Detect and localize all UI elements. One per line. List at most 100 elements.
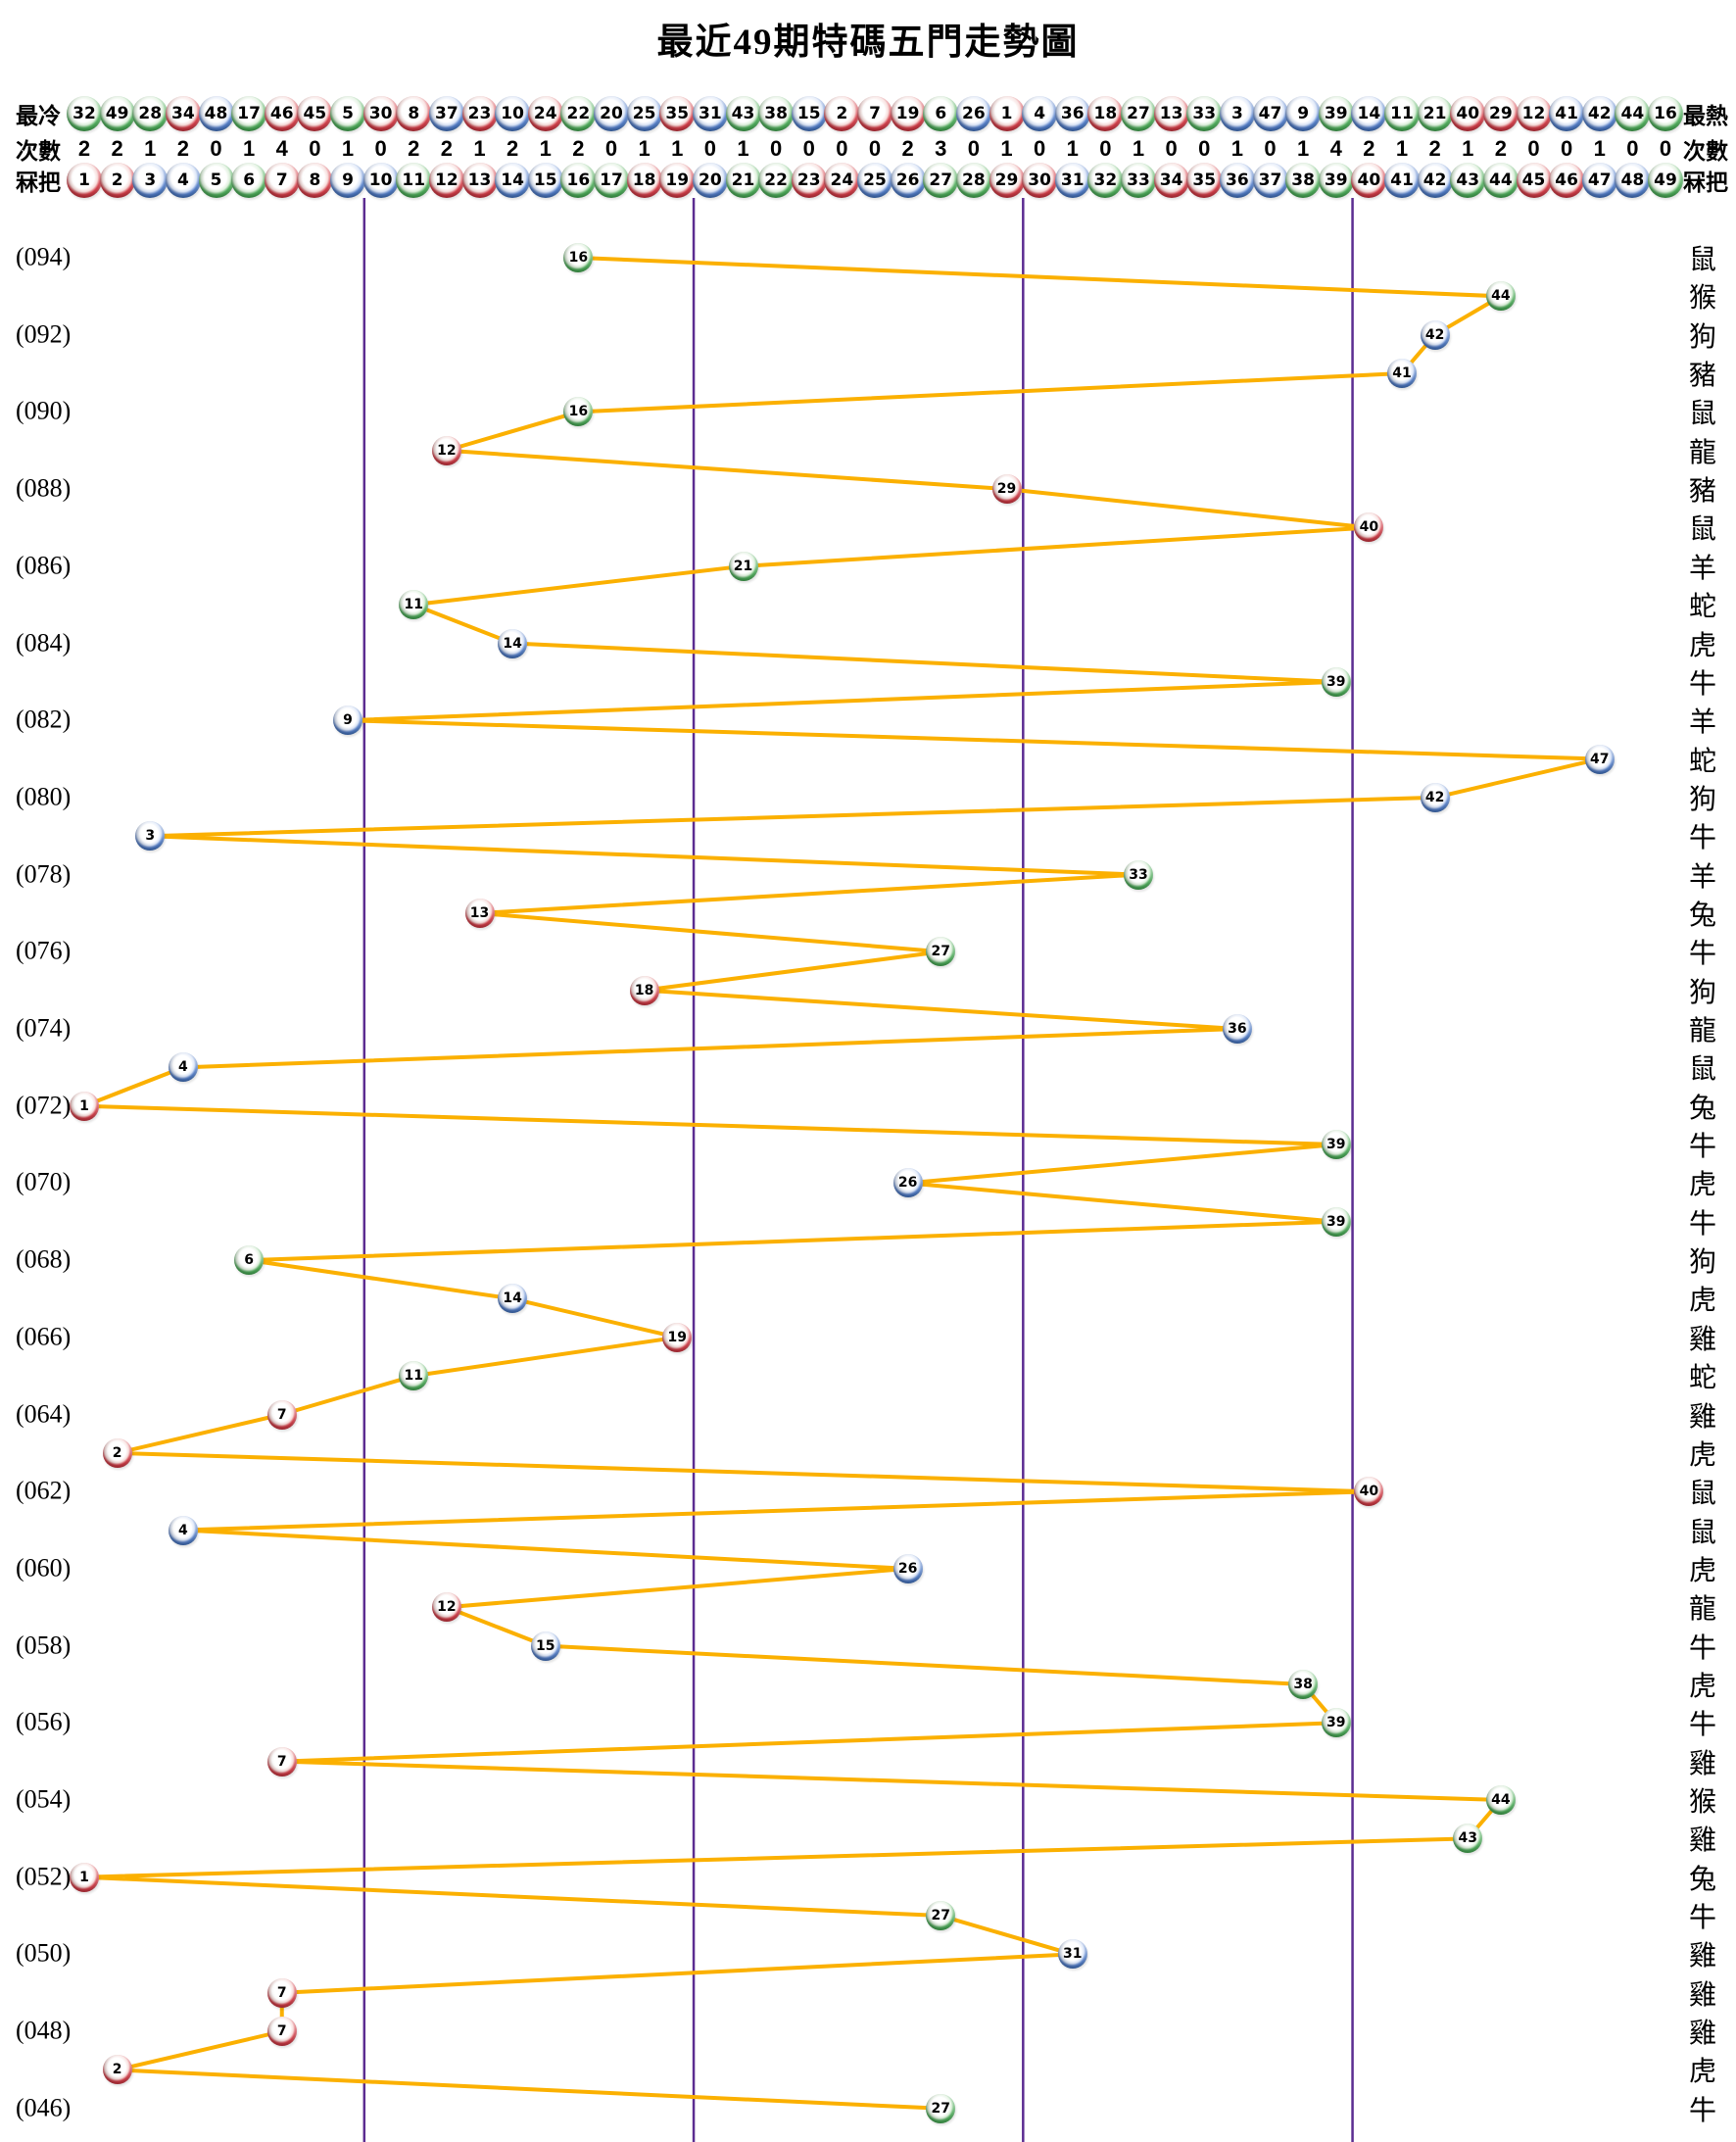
ball-number: 2 [112,1444,122,1461]
number-scale-ball: 41 [1384,163,1420,198]
count-value: 2 [77,136,91,161]
count-value: 0 [1099,136,1112,161]
zodiac-label: 猴 [1688,283,1717,315]
zodiac-label: 牛 [1688,1710,1717,1741]
ball-number: 34 [1159,170,1183,190]
number-scale-ball: 45 [1516,163,1552,198]
count-value: 2 [1494,136,1507,161]
ball-number: 18 [632,170,656,190]
number-scale-ball: 5 [198,163,234,198]
ball-number: 40 [1359,1484,1379,1500]
number-scale-ball: 14 [495,163,531,198]
ball-number: 1 [1000,103,1013,123]
ball-number: 35 [1192,170,1217,190]
chart-ball: 15 [530,1631,560,1661]
number-scale-ball: 23 [791,163,827,198]
cold-order-ball: 17 [231,96,267,131]
chart-ball: 12 [431,435,461,465]
ball-number: 16 [566,170,591,190]
ball-number: 15 [536,1637,555,1654]
ball-number: 20 [699,170,722,190]
cold-order-ball: 4 [1022,96,1058,131]
cold-order-ball: 26 [955,96,991,131]
ball-number: 39 [1326,1137,1346,1153]
chart-ball: 4 [168,1052,198,1083]
ball-number: 26 [897,1560,918,1577]
ball-number: 6 [243,170,256,190]
ball-number: 26 [962,103,986,123]
number-scale-ball: 10 [362,163,399,198]
ball-number: 23 [796,170,821,190]
cold-order-ball: 37 [428,96,464,131]
zodiac-label: 兔 [1688,1864,1717,1895]
chart-ball: 42 [1420,782,1450,812]
ball-number: 1 [79,1869,89,1885]
number-scale-ball: 13 [461,163,498,198]
count-value: 1 [671,136,684,161]
ball-number: 15 [796,103,821,123]
count-value: 1 [1132,136,1145,161]
number-scale-ball: 2 [99,163,135,198]
zodiac-label: 牛 [1688,668,1717,700]
cold-order-ball: 46 [264,96,300,131]
number-scale-ball: 27 [923,163,959,198]
zodiac-label: 龍 [1688,1016,1717,1047]
number-scale-ball: 38 [1285,163,1322,198]
period-label: (064) [16,1398,72,1428]
ball-number: 21 [731,170,755,190]
cold-order-ball: 29 [1482,96,1519,131]
chart-ball: 3 [135,821,166,852]
zodiac-label: 牛 [1688,1208,1717,1240]
count-value: 3 [935,136,947,161]
ball-number: 34 [171,103,195,123]
count-value: 0 [1561,136,1573,161]
ball-number: 39 [1326,1715,1346,1731]
period-label: (048) [16,2016,72,2045]
ball-number: 12 [1521,103,1546,123]
chart-ball: 14 [498,628,528,658]
period-label: (086) [16,551,72,580]
ball-number: 21 [1423,103,1447,123]
ball-number: 30 [1028,170,1051,190]
ball-number: 7 [869,103,881,123]
ball-number: 36 [1226,170,1249,190]
zodiac-label: 虎 [1688,2057,1717,2088]
cold-order-ball: 9 [1285,96,1322,131]
ball-number: 3 [1230,103,1243,123]
cold-order-ball: 33 [1186,96,1223,131]
zodiac-label: 鼠 [1688,399,1717,430]
period-label: (080) [16,782,72,811]
chart-ball: 39 [1321,1708,1351,1738]
count-value: 1 [144,136,157,161]
zodiac-label: 猴 [1688,1787,1717,1818]
count-value: 0 [1264,136,1277,161]
period-label: (070) [16,1167,72,1196]
period-label: (082) [16,705,72,734]
page-title: 最近49期特碼五門走勢圖 [656,23,1080,63]
ball-number: 17 [600,170,623,190]
cold-order-ball: 49 [99,96,135,131]
chart-ball: 40 [1354,512,1384,543]
period-label: (058) [16,1630,72,1659]
count-value: 2 [440,136,453,161]
ball-number: 13 [469,904,490,921]
chart-ball: 6 [234,1245,265,1276]
ball-number: 33 [1192,103,1217,123]
ball-number: 7 [276,1406,287,1423]
chart-ball: 1 [70,1862,99,1892]
ball-number: 30 [368,103,393,123]
cold-order-ball: 19 [890,96,926,131]
count-value: 1 [1297,136,1310,161]
count-value: 1 [243,136,256,161]
zodiac-label: 虎 [1688,1555,1717,1586]
ball-number: 42 [1424,326,1445,343]
chart-ball: 27 [926,937,956,967]
zodiac-label: 雞 [1688,1748,1717,1779]
cold-order-ball: 41 [1549,96,1585,131]
ball-number: 43 [1456,170,1480,190]
chart-ball: 27 [926,2093,956,2123]
period-label: (078) [16,858,72,888]
chart-ball: 26 [892,1553,923,1583]
zodiac-label: 雞 [1688,1941,1717,1972]
number-scale-ball: 9 [330,163,365,198]
